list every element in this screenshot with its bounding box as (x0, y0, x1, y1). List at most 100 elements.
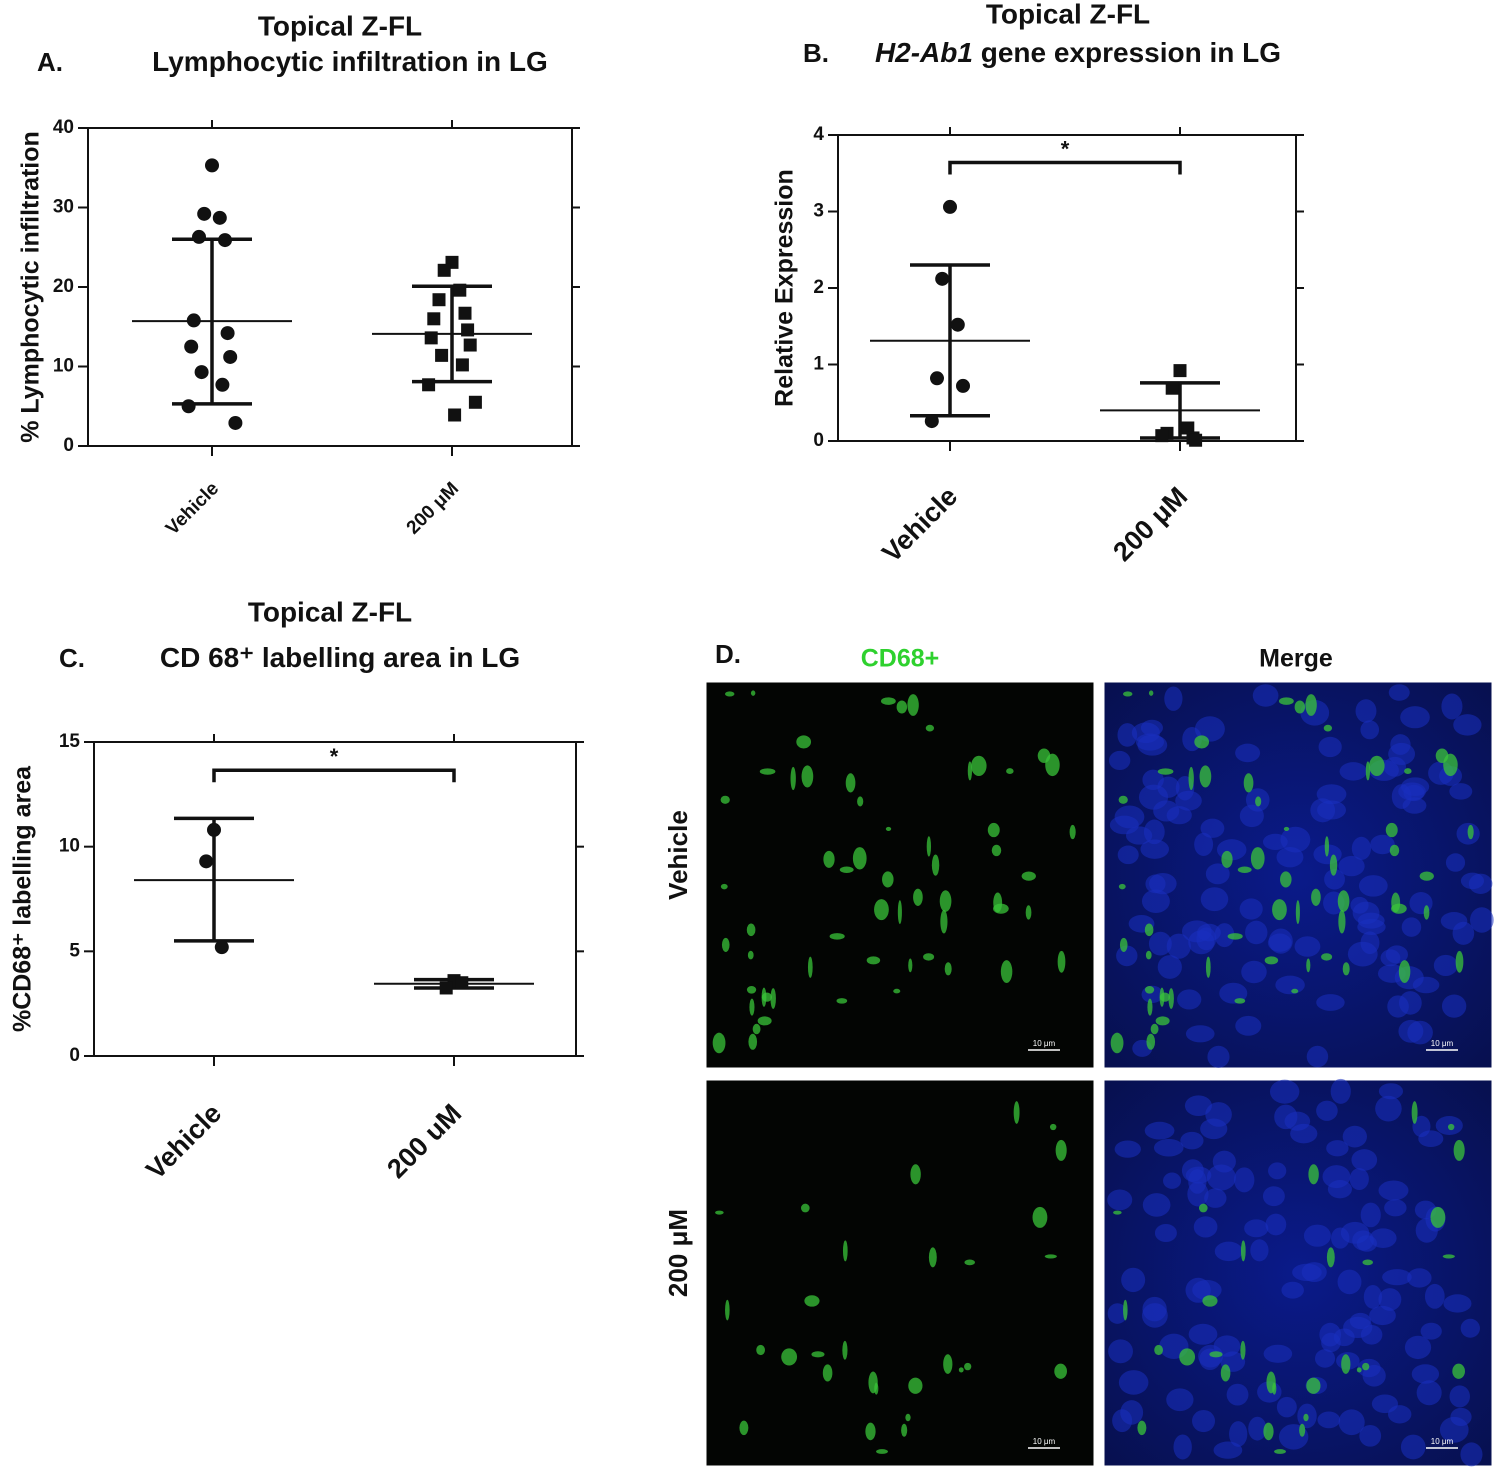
cell-signal (1389, 844, 1400, 857)
nucleus (1275, 975, 1305, 995)
nucleus (1205, 863, 1230, 885)
nucleus (1166, 1388, 1194, 1412)
nucleus (1116, 945, 1138, 967)
y-tick-label: 10 (53, 356, 74, 377)
data-point (1181, 421, 1195, 435)
cell-signal (1220, 1364, 1231, 1382)
cell-signal (874, 1382, 879, 1395)
cell-signal (761, 992, 772, 1002)
data-point (1165, 381, 1179, 395)
data-point (424, 331, 438, 345)
data-point (199, 854, 214, 869)
cell-signal (905, 1413, 911, 1422)
nucleus (1245, 920, 1268, 945)
cell-signal (1155, 1016, 1170, 1026)
y-tick-label: 2 (813, 277, 824, 298)
nucleus (1469, 907, 1494, 933)
cell-signal (1323, 724, 1333, 732)
nucleus (1214, 1241, 1243, 1262)
nucleus (1401, 917, 1422, 937)
data-point (461, 323, 475, 337)
cell-signal (1243, 773, 1254, 793)
nucleus (1241, 960, 1267, 984)
nucleus (1450, 1407, 1472, 1427)
data-point (205, 158, 219, 173)
nucleus (1265, 1213, 1287, 1236)
cell-signal (770, 988, 776, 1009)
data-point (207, 822, 221, 837)
cell-signal (1435, 748, 1449, 763)
nucleus (1449, 1385, 1470, 1408)
cell-signal (928, 1247, 937, 1268)
nucleus (1303, 1224, 1331, 1247)
cell-signal (1123, 1299, 1128, 1321)
nucleus (1420, 1322, 1442, 1340)
nucleus (1378, 1288, 1402, 1311)
nucleus (1142, 1193, 1171, 1217)
cell-signal (1391, 903, 1407, 914)
nucleus (1316, 1100, 1338, 1121)
cell-signal (1467, 824, 1474, 840)
cell-signal (1362, 1362, 1370, 1371)
nucleus (1342, 1125, 1367, 1148)
data-point (1155, 429, 1169, 443)
nucleus (1145, 874, 1166, 894)
scale-bar-label: 10 μm (1033, 1039, 1056, 1048)
data-point (468, 395, 482, 409)
cell-signal (1430, 1206, 1446, 1228)
micrograph (705, 681, 1095, 1069)
nucleus (1424, 1283, 1445, 1309)
nucleus (1441, 693, 1463, 720)
nucleus (1248, 1416, 1267, 1441)
cell-signal (725, 691, 735, 697)
nucleus (1318, 736, 1342, 758)
nucleus (1235, 743, 1261, 763)
nucleus (1445, 853, 1466, 872)
data-point (194, 365, 209, 380)
data-point (197, 206, 212, 221)
nucleus (1280, 826, 1311, 853)
y-tick-label: 0 (69, 1045, 80, 1066)
data-point (437, 263, 451, 277)
cell-signal (807, 956, 813, 978)
scale-bar-label: 10 μm (1431, 1437, 1454, 1446)
cell-signal (1326, 1247, 1335, 1268)
x-tick-label: 200 μM (1107, 481, 1193, 567)
cell-signal (1110, 1032, 1124, 1054)
significance-label: * (330, 744, 339, 769)
cell-signal (800, 1203, 810, 1213)
nucleus (1153, 1138, 1184, 1157)
nucleus (1326, 1140, 1349, 1157)
nucleus (1107, 1303, 1128, 1324)
cell-signal (901, 1423, 908, 1437)
cell-signal (845, 773, 856, 793)
cell-signal (836, 998, 848, 1004)
cell-signal (926, 836, 932, 857)
cell-signal (1455, 950, 1464, 973)
nucleus (1226, 1383, 1249, 1406)
cell-signal (940, 909, 948, 934)
nucleus (1391, 784, 1412, 810)
y-axis-label: %CD68⁺ labelling area (9, 765, 37, 1032)
nucleus (1107, 1189, 1133, 1211)
nucleus (1363, 1284, 1383, 1309)
nucleus (1154, 1224, 1177, 1243)
nucleus (1164, 686, 1183, 711)
cell-signal (1148, 690, 1154, 696)
nucleus (1192, 1279, 1222, 1301)
nucleus (1349, 1168, 1369, 1191)
nucleus (1317, 800, 1346, 820)
cell-signal (739, 1420, 749, 1436)
nucleus (1109, 815, 1139, 835)
y-tick-label: 3 (813, 201, 824, 222)
panel-label: D. (715, 639, 741, 669)
nucleus (1142, 1296, 1167, 1322)
cell-signal (1272, 899, 1287, 921)
nucleus (1207, 1045, 1230, 1068)
plot-frame (87, 127, 573, 447)
nucleus (1357, 912, 1385, 929)
cell-signal (1021, 871, 1036, 881)
nucleus (1351, 1149, 1378, 1171)
cell-signal (1369, 755, 1385, 776)
nucleus (1338, 1409, 1365, 1436)
